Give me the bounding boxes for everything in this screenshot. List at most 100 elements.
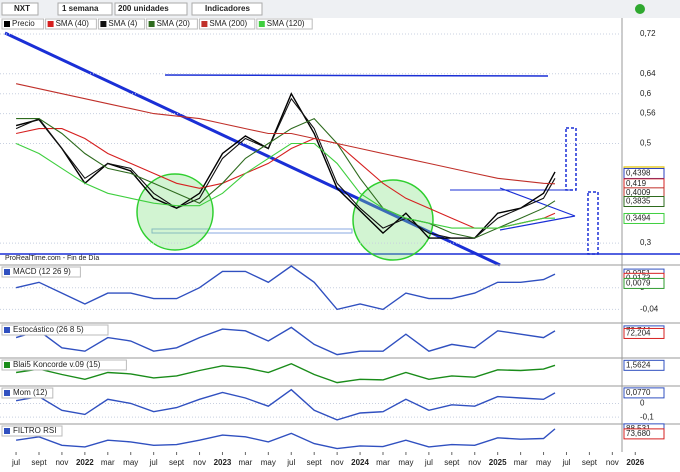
legend-box — [256, 18, 313, 30]
x-tick-label: sept — [307, 458, 323, 467]
price-tag-label: 0,419 — [626, 179, 647, 188]
series-line — [15, 388, 556, 421]
triangle-upper — [499, 187, 576, 217]
panel-title-box — [1, 425, 63, 437]
panel-title-icon — [4, 428, 10, 434]
legend-box — [97, 18, 146, 30]
period-box[interactable] — [57, 2, 113, 16]
x-tick-label: nov — [606, 458, 619, 467]
x-tick-label: nov — [55, 458, 68, 467]
x-tick-label: may — [398, 458, 413, 467]
symbol-box[interactable] — [1, 2, 39, 16]
panel-title-box — [1, 324, 109, 336]
price-tag-label: 0,0079 — [626, 279, 651, 288]
panel-title: MACD (12 26 9) — [13, 267, 71, 276]
price-tag — [623, 428, 665, 440]
period[interactable]: 1 semana — [62, 4, 99, 13]
x-tick-label: nov — [193, 458, 206, 467]
units-box[interactable] — [114, 2, 188, 16]
x-tick-label: may — [123, 458, 138, 467]
x-tick-label: sept — [444, 458, 460, 467]
legend-swatch — [258, 21, 265, 27]
legend-label: Precio — [12, 19, 35, 28]
panel-title-icon — [4, 362, 10, 368]
series-line — [15, 83, 556, 185]
y-tick-label: 0,64 — [640, 69, 656, 78]
y-tick-label: 0,3 — [640, 238, 652, 247]
y-tick-label: 0,6 — [640, 89, 652, 98]
y-tick-label: 0 — [640, 399, 645, 408]
triangle-lower — [499, 215, 576, 231]
x-tick-label: nov — [468, 458, 481, 467]
highlight-circle — [352, 179, 434, 261]
target-box — [565, 127, 577, 191]
y-tick-label: -0,04 — [640, 305, 659, 314]
indicators[interactable]: Indicadores — [205, 4, 250, 13]
x-tick-label: jul — [149, 458, 158, 467]
zone — [151, 228, 353, 234]
legend-swatch — [4, 21, 10, 27]
x-tick-label: may — [261, 458, 276, 467]
price-tag — [623, 277, 665, 289]
x-tick-label: sept — [31, 458, 47, 467]
x-tick-label: sept — [169, 458, 185, 467]
legend-swatch — [148, 21, 155, 27]
y-tick-label: 0,72 — [640, 29, 656, 38]
series-line — [15, 265, 556, 311]
price-tag — [623, 212, 665, 224]
series-line — [16, 117, 556, 239]
status-icon[interactable] — [635, 4, 645, 14]
panel-title: Blai5 Koncorde v.09 (15) — [13, 360, 101, 369]
legend-box — [45, 18, 97, 30]
legend-label: SMA (4) — [108, 19, 137, 28]
x-tick-label: mar — [376, 458, 390, 467]
x-tick-label: sept — [582, 458, 598, 467]
price-tag-label: 0,3835 — [626, 197, 651, 206]
indicators-box[interactable] — [191, 2, 263, 16]
panel-title-box — [1, 387, 54, 399]
legend-box — [146, 18, 198, 30]
price-tag — [623, 359, 665, 371]
x-tick-label: may — [536, 458, 551, 467]
series-line — [15, 428, 556, 450]
price-tag — [623, 387, 665, 399]
panel-title-icon — [4, 390, 10, 396]
footer: ProRealTime.com - Fin de Día — [5, 255, 99, 262]
price-tag-label: 72,204 — [626, 329, 651, 338]
target-box — [587, 191, 599, 255]
legend-swatch — [100, 21, 107, 27]
panel-title: FILTRO RSI — [13, 426, 56, 435]
legend-swatch — [47, 21, 54, 27]
units[interactable]: 200 unidades — [118, 4, 169, 13]
panel-title: Mom (12) — [13, 388, 48, 397]
y-tick-label: 0,5 — [640, 139, 652, 148]
x-tick-label: 2026 — [626, 458, 644, 467]
x-tick-label: mar — [514, 458, 528, 467]
panel-title-box — [1, 359, 127, 371]
legend-box — [198, 18, 256, 30]
y-tick-label: -0,1 — [640, 412, 654, 421]
x-tick-label: 2023 — [214, 458, 232, 467]
price-tag-label: 0,4009 — [626, 188, 651, 197]
panel-title-box — [1, 266, 81, 278]
panel-title-icon — [4, 327, 10, 333]
y-tick-label: 0,56 — [640, 109, 656, 118]
x-tick-label: 2022 — [76, 458, 94, 467]
legend-box — [1, 18, 45, 30]
highlight-circle — [136, 173, 214, 251]
resistance-line — [164, 74, 549, 77]
symbol[interactable]: NXT — [14, 4, 30, 13]
price-tag-label: 73,680 — [626, 429, 651, 438]
legend-label: SMA (200) — [209, 19, 247, 28]
price-tag-label: 0,0770 — [626, 388, 651, 397]
x-tick-label: jul — [424, 458, 433, 467]
legend-label: SMA (20) — [157, 19, 191, 28]
x-tick-label: nov — [331, 458, 344, 467]
panel-title-icon — [4, 269, 10, 275]
x-tick-label: jul — [286, 458, 295, 467]
x-tick-label: jul — [561, 458, 570, 467]
price-tag — [623, 327, 665, 339]
x-tick-label: mar — [239, 458, 253, 467]
